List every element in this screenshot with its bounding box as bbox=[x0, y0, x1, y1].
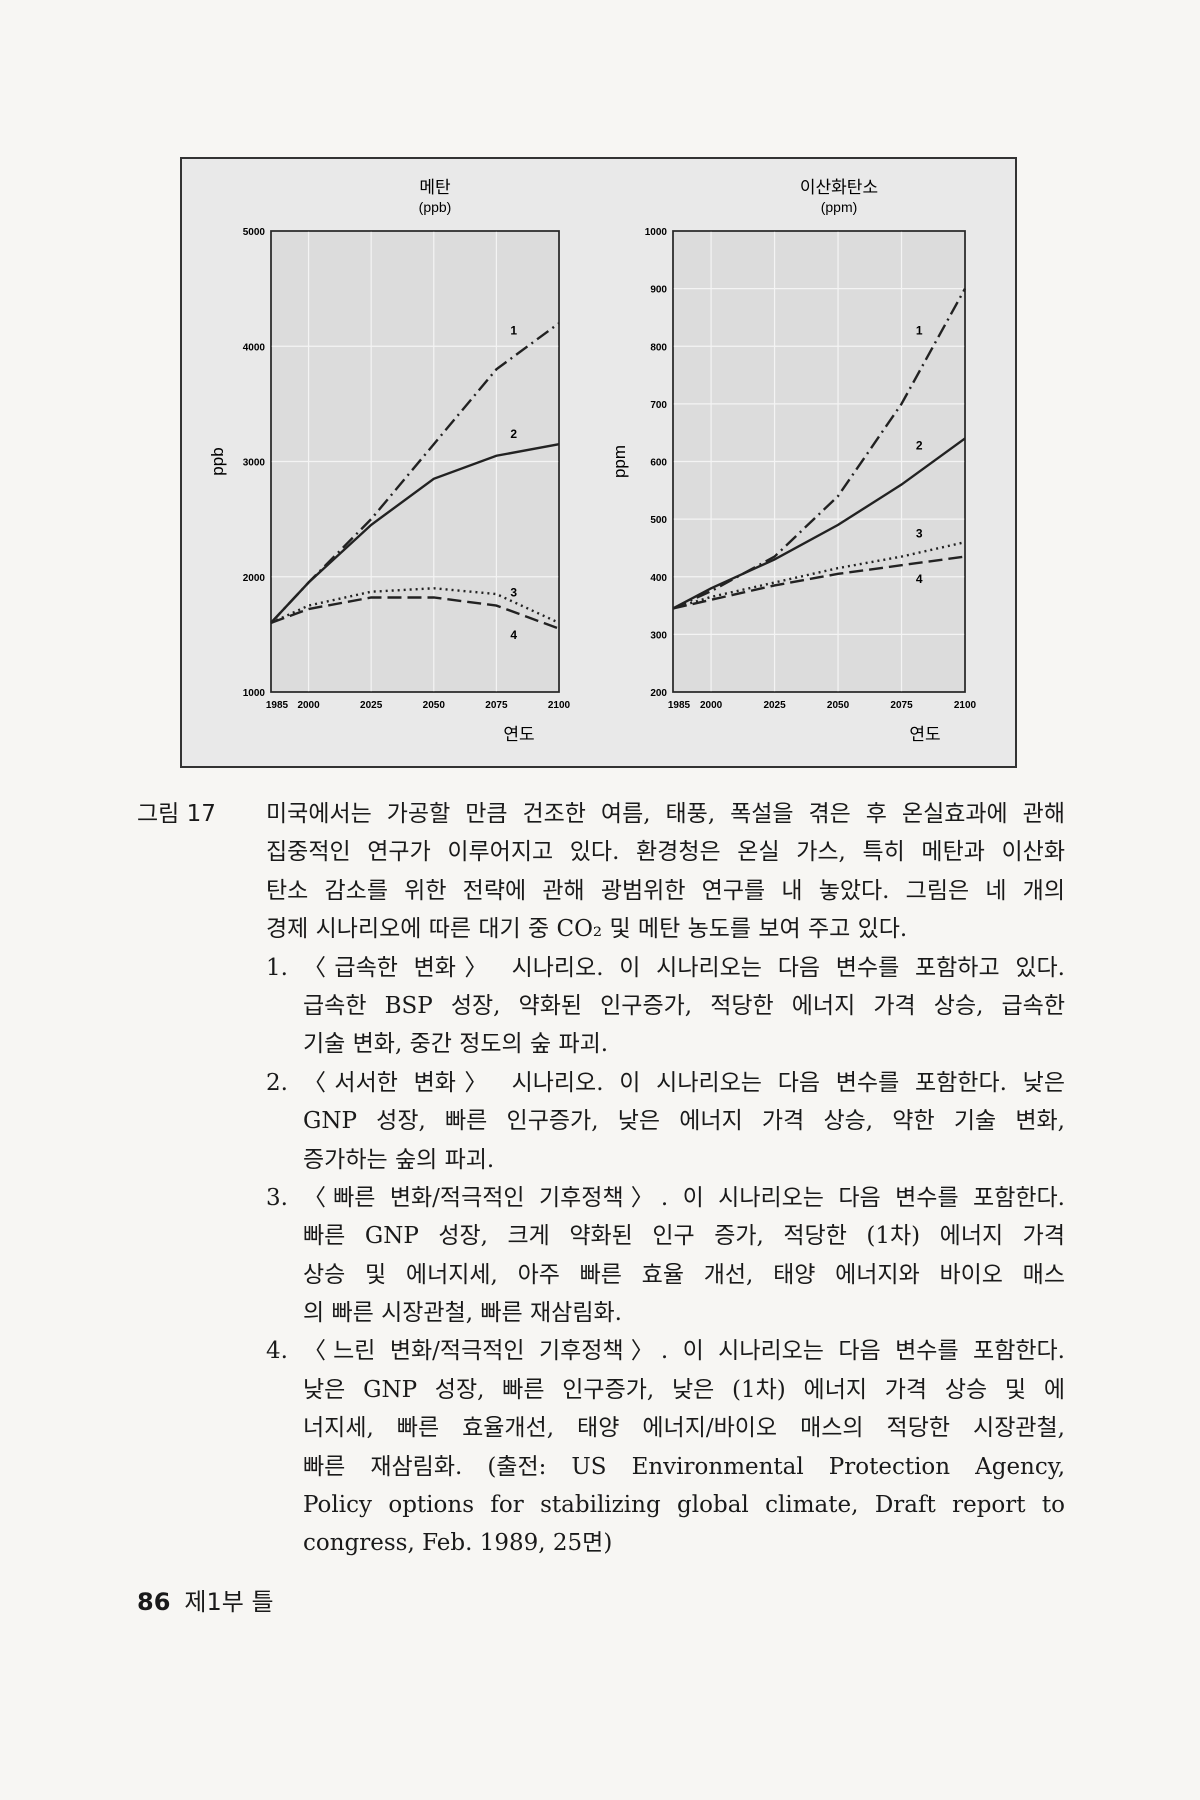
x-tick-label: 2025 bbox=[360, 700, 383, 711]
text-line: 의 빠른 시장관철, 빠른 재삼림화. bbox=[303, 1300, 622, 1327]
y-tick-label: 4000 bbox=[243, 342, 266, 353]
y-tick-label: 3000 bbox=[243, 458, 266, 469]
series-line bbox=[672, 555, 966, 610]
series-label: 1 bbox=[916, 323, 923, 337]
x-tick-label: 2050 bbox=[423, 700, 446, 711]
series-label: 1 bbox=[510, 323, 517, 337]
x-tick-label: 2025 bbox=[763, 700, 786, 711]
series-line bbox=[672, 437, 966, 610]
plot-frame bbox=[270, 230, 560, 693]
chart-title: 이산화탄소 bbox=[800, 178, 878, 197]
y-tick-label: 700 bbox=[650, 400, 667, 411]
section: 제1부 틀 bbox=[184, 1588, 274, 1616]
x-tick-label: 2050 bbox=[827, 700, 850, 711]
y-tick-label: 300 bbox=[650, 630, 667, 641]
y-tick-label: 1000 bbox=[645, 227, 668, 238]
text-line: 경제 시나리오에 따른 대기 중 CO₂ 및 메탄 농도를 보여 주고 있다. bbox=[266, 916, 908, 943]
text-line: 상승 및 에너지세, 아주 빠른 효율 개선, 태양 에너지와 바이오 매스 bbox=[303, 1261, 1065, 1288]
item-number: 2. bbox=[266, 1069, 288, 1096]
text-line: 빠른 GNP 성장, 크게 약화된 인구 증가, 적당한 (1차) 에너지 가격 bbox=[303, 1223, 1065, 1250]
item-number: 4. bbox=[266, 1338, 288, 1365]
series-label: 3 bbox=[916, 526, 923, 540]
text-line: Policy options for stabilizing global cl… bbox=[303, 1492, 1065, 1519]
item-number: 3. bbox=[266, 1184, 288, 1211]
text-line: congress, Feb. 1989, 25면) bbox=[303, 1530, 613, 1557]
x-tick-label: 1985 bbox=[668, 700, 691, 711]
figure: 1000 2000 3000 4000 5000 1985 2000 2025 2050 2075… bbox=[180, 157, 1017, 768]
series-line bbox=[270, 443, 560, 624]
chart-subtitle: (ppm) bbox=[821, 199, 858, 215]
series-label: 4 bbox=[916, 572, 923, 586]
y-tick-label: 900 bbox=[650, 285, 667, 296]
series-label: 3 bbox=[510, 585, 517, 599]
x-tick-label: 2000 bbox=[297, 700, 320, 711]
x-tick-label: 1985 bbox=[266, 700, 289, 711]
y-axis-label: ppm bbox=[610, 445, 629, 478]
y-tick-label: 400 bbox=[650, 573, 667, 584]
y-tick-label: 200 bbox=[650, 688, 667, 699]
text-line: 낮은 GNP 성장, 빠른 인구증가, 낮은 (1차) 에너지 가격 상승 및 … bbox=[303, 1376, 1065, 1403]
plot-frame bbox=[672, 230, 966, 693]
text-line: 급속한 BSP 성장, 약화된 인구증가, 적당한 에너지 가격 상승, 급속한 bbox=[303, 992, 1065, 1019]
text-line: 빠른 재삼림화. (출전: US Environmental Protectio… bbox=[303, 1453, 1065, 1480]
text-line: 증가하는 숲의 파괴. bbox=[303, 1146, 495, 1173]
text-line: 탄소 감소를 위한 전략에 관해 광범위한 연구를 내 놓았다. 그림은 네 개… bbox=[266, 877, 1065, 904]
page-number: 86 bbox=[137, 1588, 171, 1616]
text-line: GNP 성장, 빠른 인구증가, 낮은 에너지 가격 상승, 약한 기술 변화, bbox=[303, 1108, 1065, 1135]
x-axis-label: 연도 bbox=[503, 725, 534, 744]
list-item: 2. 〈서서한 변화〉 시나리오. 이 시나리오는 다음 변수를 포함한다. 낮은… bbox=[266, 1064, 1065, 1179]
y-tick-label: 2000 bbox=[243, 573, 266, 584]
text-line: 기술 변화, 중간 정도의 숲 파괴. bbox=[303, 1031, 609, 1058]
y-tick-label: 1000 bbox=[243, 688, 266, 699]
series-label: 2 bbox=[916, 439, 923, 453]
x-tick-label: 2100 bbox=[548, 700, 571, 711]
footer: 86 제1부 틀 bbox=[137, 1582, 274, 1617]
x-tick-label: 2075 bbox=[485, 700, 508, 711]
text-line: 〈급속한 변화〉 시나리오. 이 시나리오는 다음 변수를 포함하고 있다. bbox=[303, 954, 1065, 981]
series-line bbox=[672, 288, 967, 610]
chart-subtitle: (ppb) bbox=[419, 199, 452, 215]
series-line bbox=[270, 596, 560, 630]
caption-label: 그림 17 bbox=[137, 801, 216, 827]
text-line: 집중적인 연구가 이루어지고 있다. 환경청은 온실 가스, 특히 메탄과 이산… bbox=[266, 839, 1065, 866]
x-tick-label: 2000 bbox=[700, 700, 723, 711]
list-item: 1. 〈급속한 변화〉 시나리오. 이 시나리오는 다음 변수를 포함하고 있다.… bbox=[266, 949, 1065, 1064]
chart-title: 메탄 bbox=[419, 178, 451, 197]
text-line: 너지세, 빠른 효율개선, 태양 에너지/바이오 매스의 적당한 시장관철, bbox=[303, 1415, 1065, 1442]
caption-text: 미국에서는 가공할 만큼 건조한 여름, 태풍, 폭설을 겪은 후 온실효과에 … bbox=[266, 795, 1065, 1563]
y-tick-label: 600 bbox=[650, 458, 667, 469]
series-label: 2 bbox=[510, 427, 517, 441]
text-line: 〈빠른 변화/적극적인 기후정책〉. 이 시나리오는 다음 변수를 포함한다. bbox=[303, 1184, 1065, 1211]
text-line: 미국에서는 가공할 만큼 건조한 여름, 태풍, 폭설을 겪은 후 온실효과에 … bbox=[266, 801, 1065, 827]
list-item: 4. 〈느린 변화/적극적인 기후정책〉. 이 시나리오는 다음 변수를 포함한다… bbox=[266, 1332, 1065, 1562]
y-tick-label: 800 bbox=[650, 342, 667, 353]
x-tick-label: 2100 bbox=[954, 700, 977, 711]
text-line: 〈느린 변화/적극적인 기후정책〉. 이 시나리오는 다음 변수를 포함한다. bbox=[303, 1338, 1065, 1365]
charts: 1000 2000 3000 4000 5000 1985 2000 2025 2050 2075… bbox=[208, 178, 977, 744]
text-line: 〈서서한 변화〉 시나리오. 이 시나리오는 다음 변수를 포함한다. 낮은 bbox=[303, 1069, 1065, 1096]
x-tick-label: 2075 bbox=[890, 700, 913, 711]
y-tick-label: 5000 bbox=[243, 227, 266, 238]
y-axis-label: ppb bbox=[208, 447, 227, 475]
series-label: 4 bbox=[510, 628, 517, 642]
list-item: 3. 〈빠른 변화/적극적인 기후정책〉. 이 시나리오는 다음 변수를 포함한다… bbox=[266, 1179, 1065, 1333]
y-tick-label: 500 bbox=[650, 515, 667, 526]
item-number: 1. bbox=[266, 954, 288, 981]
x-axis-label: 연도 bbox=[909, 725, 940, 744]
